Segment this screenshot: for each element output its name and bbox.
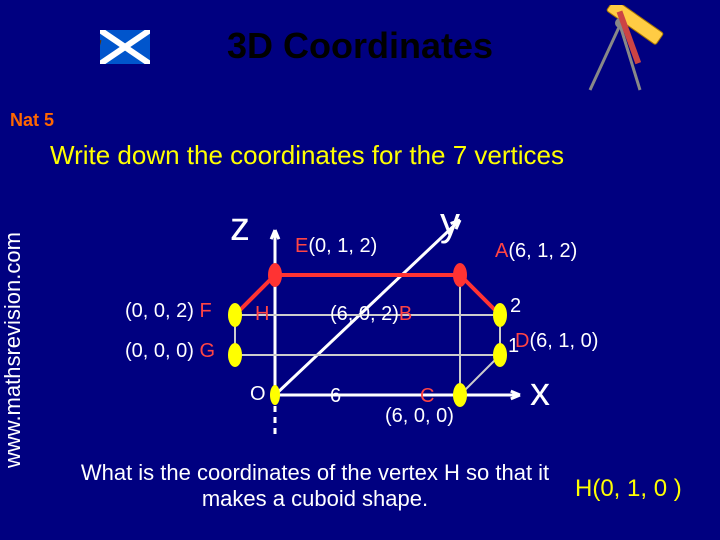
origin-O: O <box>250 383 266 406</box>
axis-z-label: z <box>230 205 250 250</box>
prompt-text: Write down the coordinates for the 7 ver… <box>50 140 710 171</box>
point-A: A(6, 1, 2) <box>495 240 577 263</box>
point-D: D(6, 1, 0) <box>515 330 598 353</box>
point-H: H <box>255 303 269 326</box>
answer-H: H(0, 1, 0 ) <box>575 475 682 503</box>
tick-1: 1 <box>508 335 519 358</box>
point-F: (0, 0, 2) F <box>125 300 212 323</box>
site-label: www.mathsrevision.com <box>0 190 40 510</box>
level-label: Nat 5 <box>10 110 54 131</box>
point-C-coord: (6, 0, 0) <box>385 405 454 428</box>
axis-x-label: x <box>530 370 550 415</box>
cuboid-diagram: z y x E(0, 1, 2) A(6, 1, 2) (0, 0, 2) F … <box>100 200 540 450</box>
tick-6: 6 <box>330 385 341 408</box>
tick-2: 2 <box>510 295 521 318</box>
axis-y-label: y <box>440 200 460 245</box>
bottom-question: What is the coordinates of the vertex H … <box>70 460 560 513</box>
point-G: (0, 0, 0) G <box>125 340 215 363</box>
point-E: E(0, 1, 2) <box>295 235 377 258</box>
page-title: 3D Coordinates <box>0 25 720 67</box>
point-B: (6, 0, 2)B <box>330 303 412 326</box>
